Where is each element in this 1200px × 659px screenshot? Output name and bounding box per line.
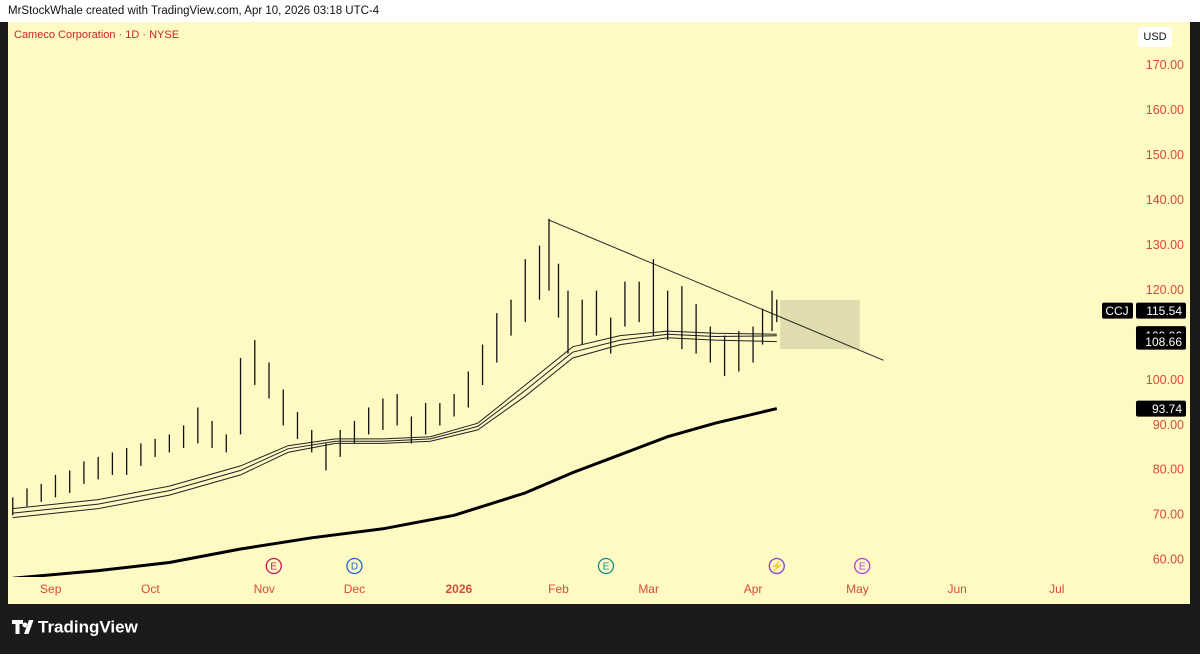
currency-box [1138,27,1172,47]
logo [12,620,34,634]
last-price-box [1136,302,1186,319]
y-tick-label: 60.00 [1153,553,1184,567]
y-tick-label: 170.00 [1146,58,1184,72]
y-tick-label: 130.00 [1146,238,1184,252]
x-tick-label: Mar [638,582,659,596]
last-price: 115.54 [1146,304,1182,318]
symbol-title: Cameco Corporation · 1D · NYSE [14,29,179,41]
moving-average [12,330,777,510]
x-tick-label: Jul [1049,582,1064,596]
event-label: E [603,562,610,573]
event-label: E [859,562,866,573]
currency: USD [1143,31,1166,43]
event-marker [854,557,871,575]
credit: MrStockWhale created with TradingView.co… [8,5,380,17]
x-tick-label: Apr [744,582,763,596]
y-tick-label: 90.00 [1153,418,1184,432]
symbol-box [1102,302,1133,319]
brand: TradingView [38,617,139,636]
symbol: CCJ [1105,304,1128,318]
ma-value-box [1136,400,1186,417]
ma-value-box [1136,333,1186,350]
zone [780,300,860,350]
y-tick-label: 70.00 [1153,508,1184,522]
moving-average [12,407,778,577]
moving-average [12,333,777,514]
event-marker [768,557,785,575]
header-bar [0,0,1200,22]
event-label: ⚡ [771,560,783,573]
y-tick-label: 120.00 [1146,283,1184,297]
x-tick-label: Nov [254,582,275,596]
x-tick-label: May [846,582,869,596]
event-label: E [270,562,277,573]
ma-value: 93.74 [1152,402,1182,416]
plot [12,218,884,577]
chart-area [8,22,1190,604]
event-marker [597,557,615,575]
y-tick-label: 140.00 [1146,193,1184,207]
event-marker [265,557,282,575]
x-tick-label: Jun [947,582,966,596]
event-label: D [351,562,358,573]
y-tick-label: 150.00 [1146,148,1184,162]
ma-value: 108.66 [1145,335,1182,349]
trendline [548,219,884,361]
x-tick-label: 2026 [445,582,472,596]
x-tick-label: Feb [548,582,569,596]
x-tick-label: Dec [344,582,365,596]
y-tick-label: 100.00 [1146,373,1184,387]
y-tick-label: 160.00 [1146,103,1184,117]
x-tick-label: Oct [141,582,160,596]
x-tick-label: Sep [40,582,62,596]
moving-average [12,337,777,519]
y-tick-label: 80.00 [1153,463,1184,477]
event-marker [346,557,363,575]
